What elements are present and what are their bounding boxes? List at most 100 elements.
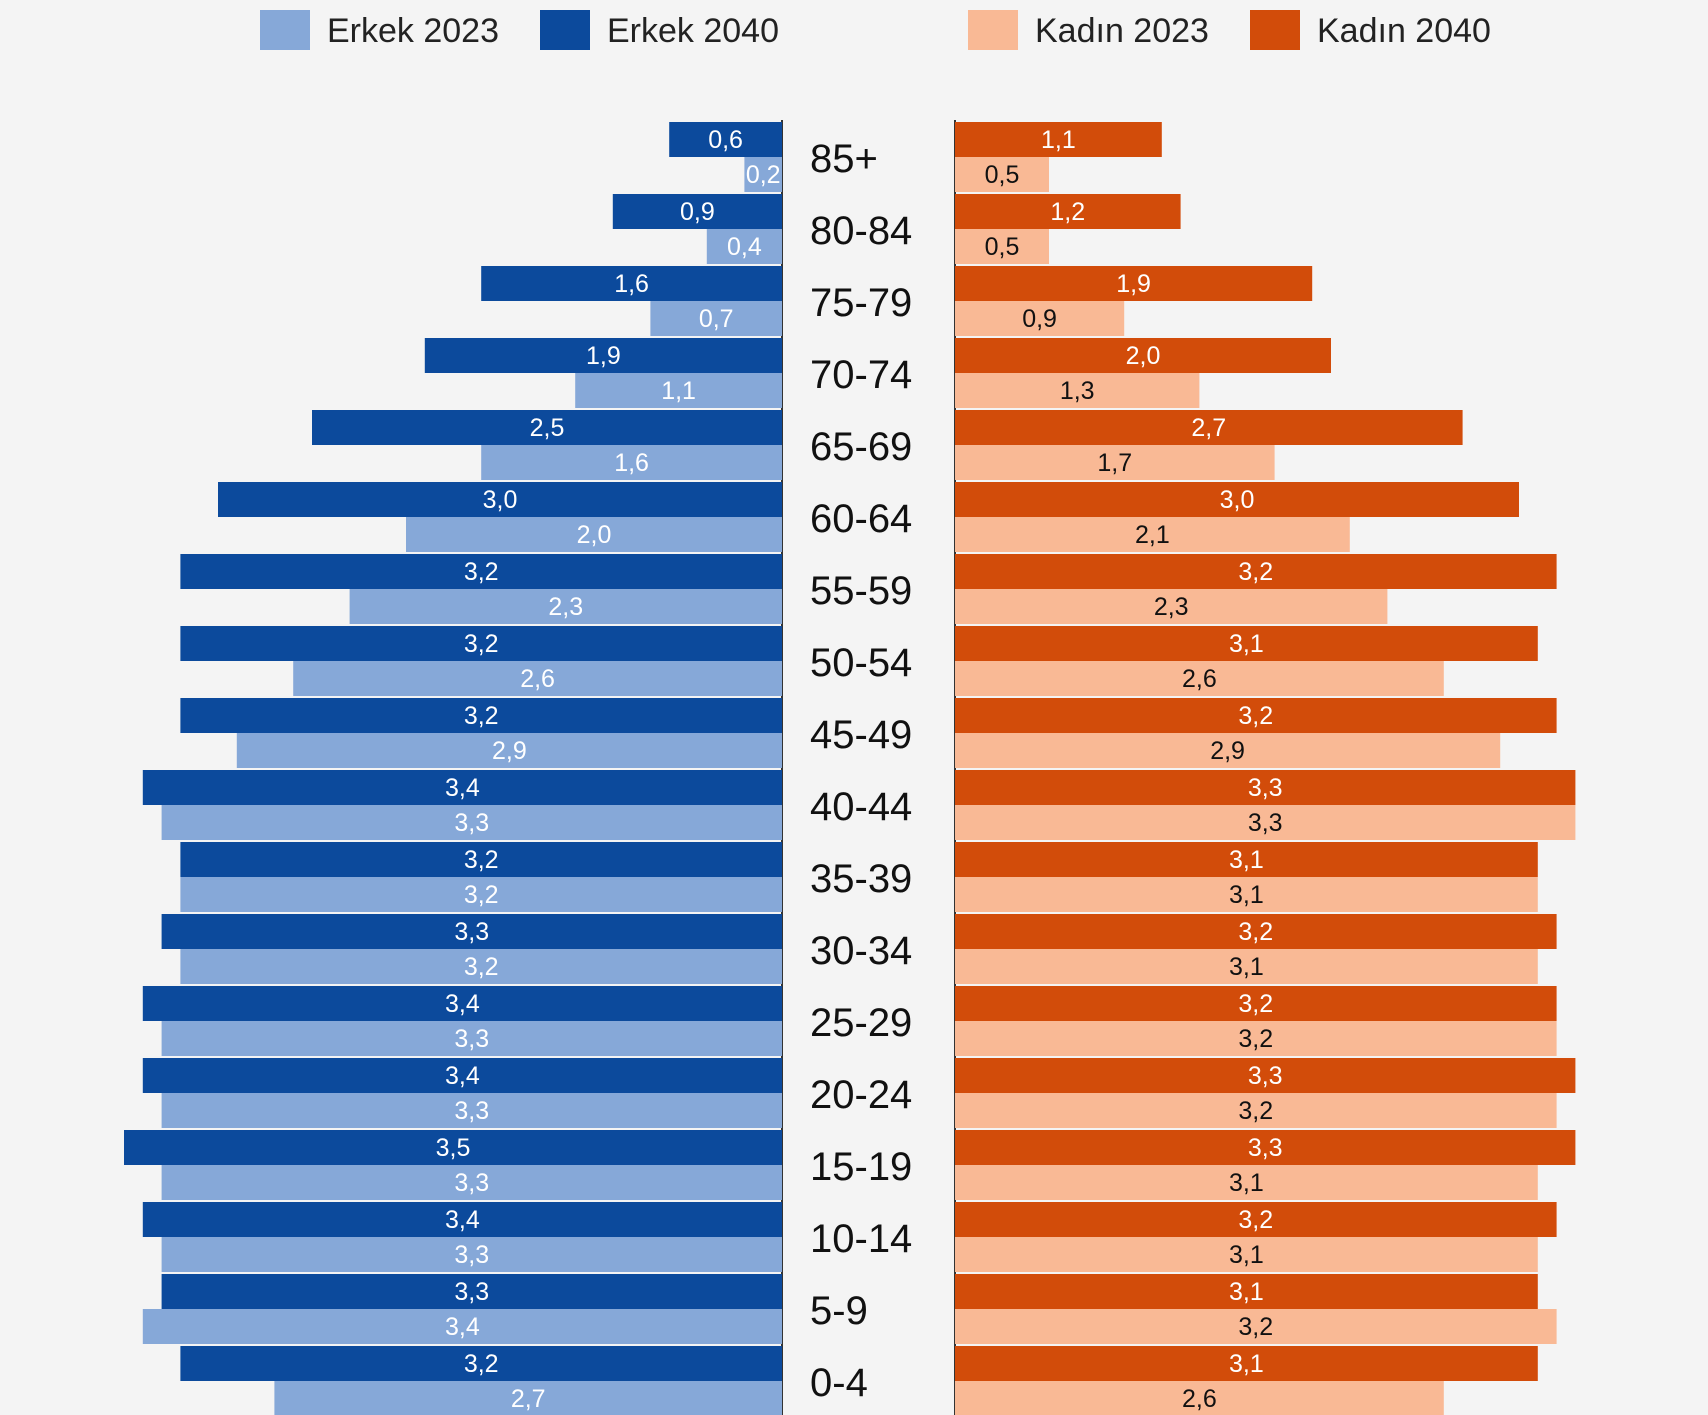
value-label-kadin-2023-55-59: 2,3	[1154, 593, 1189, 621]
bar-kadin-2023-10-14	[955, 1237, 1538, 1272]
value-label-kadin-2023-30-34: 3,1	[1229, 953, 1264, 981]
bar-kadin-2040-40-44	[955, 770, 1576, 805]
bar-kadin-2023-40-44	[955, 805, 1576, 840]
bar-kadin-2023-0-4	[955, 1381, 1444, 1415]
value-label-kadin-2040-20-24: 3,3	[1248, 1062, 1283, 1090]
legend-swatch-kadin-2040	[1250, 10, 1300, 50]
bar-kadin-2040-15-19	[955, 1130, 1576, 1165]
value-label-kadin-2023-20-24: 3,2	[1238, 1097, 1273, 1125]
age-group-label: 10-14	[810, 1217, 912, 1261]
bar-erkek-2023-70-74	[575, 373, 782, 408]
value-label-kadin-2040-5-9: 3,1	[1229, 1278, 1264, 1306]
age-group-label: 85+	[810, 137, 878, 181]
value-label-erkek-2040-10-14: 3,4	[445, 1206, 480, 1234]
value-label-erkek-2023-30-34: 3,2	[464, 953, 499, 981]
value-label-erkek-2023-5-9: 3,4	[445, 1313, 480, 1341]
age-group-label: 5-9	[810, 1289, 868, 1333]
age-group-label: 45-49	[810, 713, 912, 757]
bar-erkek-2040-50-54	[180, 626, 782, 661]
bar-kadin-2023-15-19	[955, 1165, 1538, 1200]
bar-erkek-2023-80-84	[706, 229, 782, 264]
value-label-erkek-2023-15-19: 3,3	[454, 1169, 489, 1197]
value-label-erkek-2023-10-14: 3,3	[454, 1241, 489, 1269]
value-label-kadin-2023-40-44: 3,3	[1248, 809, 1283, 837]
bar-kadin-2023-55-59	[955, 589, 1388, 624]
age-group-label: 70-74	[810, 353, 912, 397]
value-label-erkek-2040-15-19: 3,5	[436, 1134, 471, 1162]
value-label-kadin-2023-50-54: 2,6	[1182, 665, 1217, 693]
bar-erkek-2040-15-19	[124, 1130, 782, 1165]
bar-erkek-2023-55-59	[349, 589, 782, 624]
value-label-erkek-2040-20-24: 3,4	[445, 1062, 480, 1090]
bar-kadin-2040-30-34	[955, 914, 1557, 949]
value-label-erkek-2040-0-4: 3,2	[464, 1350, 499, 1378]
value-label-erkek-2023-25-29: 3,3	[454, 1025, 489, 1053]
value-label-erkek-2040-65-69: 2,5	[530, 414, 565, 442]
bar-kadin-2040-20-24	[955, 1058, 1576, 1093]
bar-kadin-2023-80-84	[955, 229, 1049, 264]
value-label-erkek-2023-80-84: 0,4	[727, 233, 762, 261]
legend-label-kadin-2023: Kadın 2023	[1035, 12, 1209, 50]
bar-erkek-2040-25-29	[142, 986, 783, 1021]
bar-kadin-2040-55-59	[955, 554, 1557, 589]
legend-swatch-kadin-2023	[968, 10, 1018, 50]
value-label-erkek-2023-85: 0,2	[746, 161, 781, 189]
age-group-label: 15-19	[810, 1145, 912, 1189]
age-group-label: 40-44	[810, 785, 912, 829]
bar-erkek-2040-80-84	[612, 194, 782, 229]
age-group-label: 50-54	[810, 641, 912, 685]
bar-erkek-2040-40-44	[142, 770, 783, 805]
value-label-kadin-2040-50-54: 3,1	[1229, 630, 1264, 658]
value-label-kadin-2023-65-69: 1,7	[1097, 449, 1132, 477]
bar-erkek-2023-35-39	[180, 877, 782, 912]
value-label-kadin-2040-65-69: 2,7	[1191, 414, 1226, 442]
age-group-label: 20-24	[810, 1073, 912, 1117]
legend-label-erkek-2023: Erkek 2023	[327, 12, 499, 50]
value-label-kadin-2040-30-34: 3,2	[1238, 918, 1273, 946]
legend-label-erkek-2040: Erkek 2040	[607, 12, 779, 50]
bar-kadin-2040-35-39	[955, 842, 1538, 877]
bar-erkek-2023-30-34	[180, 949, 782, 984]
bar-kadin-2023-20-24	[955, 1093, 1557, 1128]
bar-erkek-2040-85	[669, 122, 782, 157]
value-label-kadin-2040-35-39: 3,1	[1229, 846, 1264, 874]
bar-erkek-2023-15-19	[161, 1165, 783, 1200]
legend-swatch-erkek-2023	[260, 10, 310, 50]
bar-kadin-2023-75-79	[955, 301, 1125, 336]
value-label-kadin-2023-35-39: 3,1	[1229, 881, 1264, 909]
bar-erkek-2023-25-29	[161, 1021, 783, 1056]
bar-erkek-2023-60-64	[406, 517, 782, 552]
bar-erkek-2040-45-49	[180, 698, 782, 733]
bar-kadin-2040-50-54	[955, 626, 1538, 661]
bar-erkek-2023-20-24	[161, 1093, 783, 1128]
bar-erkek-2023-50-54	[293, 661, 782, 696]
value-label-erkek-2023-65-69: 1,6	[614, 449, 649, 477]
age-group-label: 65-69	[810, 425, 912, 469]
age-group-label: 75-79	[810, 281, 912, 325]
value-label-erkek-2040-45-49: 3,2	[464, 702, 499, 730]
bar-erkek-2023-65-69	[481, 445, 782, 480]
bar-kadin-2040-45-49	[955, 698, 1557, 733]
bar-erkek-2023-0-4	[274, 1381, 782, 1415]
bar-kadin-2023-35-39	[955, 877, 1538, 912]
value-label-erkek-2040-25-29: 3,4	[445, 990, 480, 1018]
bar-kadin-2023-50-54	[955, 661, 1444, 696]
bar-kadin-2040-10-14	[955, 1202, 1557, 1237]
legend-label-kadin-2040: Kadın 2040	[1317, 12, 1491, 50]
value-label-kadin-2023-0-4: 2,6	[1182, 1385, 1217, 1413]
value-label-erkek-2040-30-34: 3,3	[454, 918, 489, 946]
bar-kadin-2040-75-79	[955, 266, 1313, 301]
bar-erkek-2023-5-9	[142, 1309, 783, 1344]
bar-erkek-2023-75-79	[650, 301, 782, 336]
bar-erkek-2040-55-59	[180, 554, 782, 589]
bar-kadin-2023-70-74	[955, 373, 1200, 408]
value-label-kadin-2040-55-59: 3,2	[1238, 558, 1273, 586]
value-label-kadin-2023-75-79: 0,9	[1022, 305, 1057, 333]
value-label-erkek-2040-80-84: 0,9	[680, 198, 715, 226]
bar-erkek-2023-40-44	[161, 805, 783, 840]
bar-kadin-2040-65-69	[955, 410, 1463, 445]
value-label-kadin-2040-75-79: 1,9	[1116, 270, 1151, 298]
value-label-kadin-2040-40-44: 3,3	[1248, 774, 1283, 802]
value-label-erkek-2023-0-4: 2,7	[511, 1385, 546, 1413]
bar-erkek-2040-0-4	[180, 1346, 782, 1381]
